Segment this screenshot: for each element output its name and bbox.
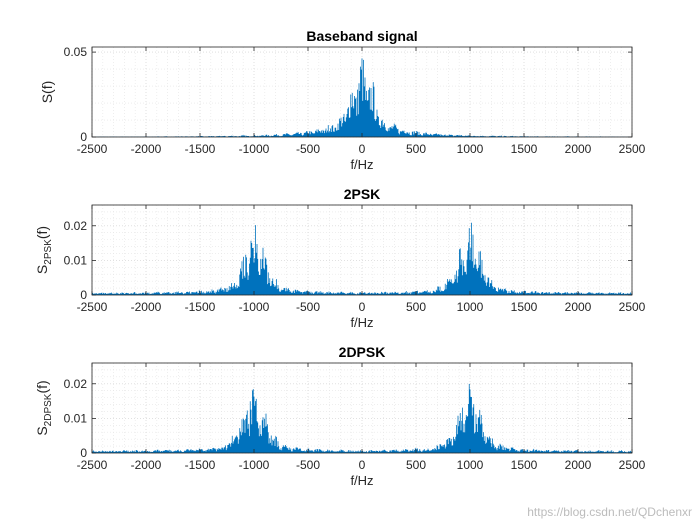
x-tick-label: 1500	[511, 142, 538, 156]
x-tick-label: -500	[296, 142, 320, 156]
x-tick-label: 1500	[511, 300, 538, 314]
subplot-3: -2500 -2000 -1500 -1000 -500 0 500 1000 1500 2000…	[34, 344, 646, 488]
x-tick-label: -500	[296, 458, 320, 472]
grid	[91, 362, 633, 454]
x-tick-label: 1000	[457, 300, 484, 314]
y-axis-label: S2PSK(f)	[34, 226, 54, 274]
y-axis-label: S(f)	[39, 81, 55, 104]
x-tick-label: -1500	[185, 300, 216, 314]
subplot-1: -2500 -2000 -1500 -1000 -500 0 500 1000 1500 2000…	[39, 28, 646, 172]
x-tick-label: -2000	[131, 142, 162, 156]
x-tick-label: -1500	[185, 142, 216, 156]
y-axis-label-suffix: (f)	[34, 380, 50, 393]
x-tick-label: 500	[406, 300, 426, 314]
x-tick-label: -1000	[239, 142, 270, 156]
x-tick-label: 2000	[565, 458, 592, 472]
y-axis-label-main: S(f)	[39, 81, 55, 104]
x-tick-label: -2500	[77, 142, 108, 156]
y-tick-label: 0	[80, 288, 87, 302]
x-tick-label: 1000	[457, 142, 484, 156]
y-tick-label: 0.05	[64, 45, 88, 59]
y-axis-label-suffix: (f)	[34, 226, 50, 239]
subplot-title: 2PSK	[344, 186, 381, 202]
y-axis-label-subscript: 2DPSK	[43, 393, 54, 426]
y-tick-label: 0.01	[64, 253, 88, 267]
x-tick-label: 2000	[565, 142, 592, 156]
y-axis-label-subscript: 2PSK	[43, 239, 54, 265]
y-axis-label-main: S	[34, 426, 50, 435]
watermark: https://blog.csdn.net/QDchenxr	[527, 505, 692, 519]
x-tick-label: 500	[406, 142, 426, 156]
x-tick-label: -1000	[239, 300, 270, 314]
x-tick-label: 500	[406, 458, 426, 472]
y-tick-label: 0	[80, 130, 87, 144]
x-tick-label: 2500	[619, 458, 646, 472]
x-tick-label: -2500	[77, 300, 108, 314]
x-tick-label: 2500	[619, 142, 646, 156]
x-axis-label: f/Hz	[350, 473, 373, 488]
x-tick-label: -2000	[131, 458, 162, 472]
spectrum-series	[91, 58, 633, 137]
x-tick-label: 1500	[511, 458, 538, 472]
x-axis-label: f/Hz	[350, 315, 373, 330]
y-axis-label: S2DPSK(f)	[34, 380, 54, 435]
subplot-title: Baseband signal	[306, 28, 417, 44]
x-tick-label: 2000	[565, 300, 592, 314]
x-tick-label: -2500	[77, 458, 108, 472]
y-tick-label: 0.02	[64, 377, 88, 391]
x-tick-label: -1500	[185, 458, 216, 472]
grid	[91, 204, 633, 296]
x-tick-label: 0	[359, 300, 366, 314]
x-tick-label: -500	[296, 300, 320, 314]
x-tick-label: 0	[359, 142, 366, 156]
x-tick-label: -2000	[131, 300, 162, 314]
spectrum-series	[91, 222, 633, 295]
x-tick-label: 2500	[619, 300, 646, 314]
y-tick-label: 0	[80, 446, 87, 460]
subplot-2: -2500 -2000 -1500 -1000 -500 0 500 1000 1500 2000…	[34, 186, 646, 330]
x-tick-label: 0	[359, 458, 366, 472]
x-tick-label: 1000	[457, 458, 484, 472]
x-axis-label: f/Hz	[350, 157, 373, 172]
subplot-title: 2DPSK	[339, 344, 386, 360]
y-tick-label: 0.02	[64, 219, 88, 233]
y-tick-label: 0.01	[64, 411, 88, 425]
y-axis-label-main: S	[34, 265, 50, 274]
x-tick-label: -1000	[239, 458, 270, 472]
